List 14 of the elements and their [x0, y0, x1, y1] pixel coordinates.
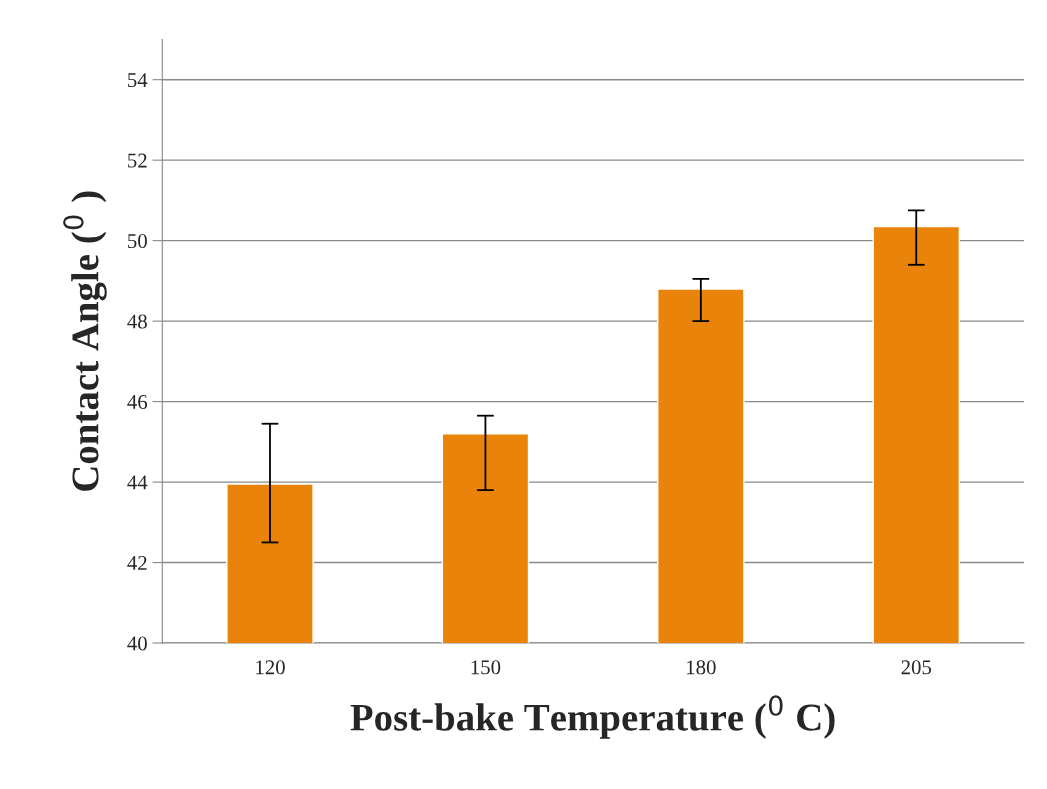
y-tick-label: 40 — [127, 636, 147, 651]
y-tick-label: 50 — [128, 234, 147, 249]
y-tick-label: 52 — [128, 153, 147, 168]
x-tick-label: 120 — [256, 660, 285, 675]
y-tick-label: 42 — [127, 555, 147, 570]
x-tick-label: 205 — [901, 660, 932, 675]
x-tick-label: 180 — [687, 660, 716, 675]
y-tick-label: 44 — [127, 475, 148, 490]
y-tick-label: 54 — [128, 73, 148, 88]
x-axis-title: Post-bake Temperature ($^{0}$ C) — [350, 695, 835, 739]
x-tick-label: 150 — [471, 660, 501, 675]
y-tick-label: 46 — [127, 395, 148, 410]
y-axis-title: Contact Angle ($^{0}$ ) — [63, 191, 107, 491]
y-tick-label: 48 — [127, 314, 147, 329]
